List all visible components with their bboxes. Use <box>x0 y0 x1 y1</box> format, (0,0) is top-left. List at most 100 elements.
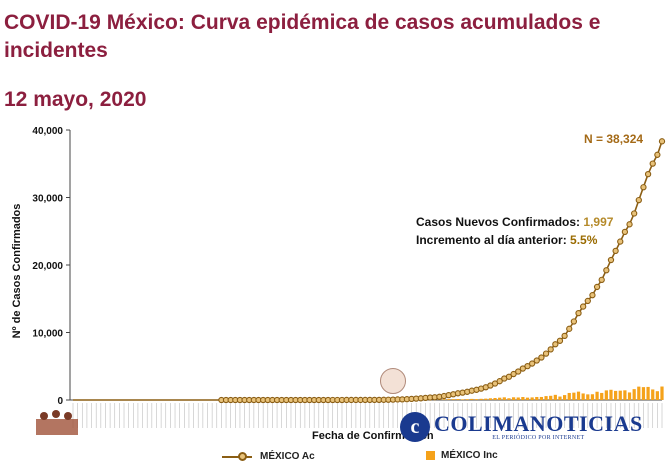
incident-bar <box>576 391 581 400</box>
incident-bar <box>544 396 548 400</box>
accumulated-point <box>584 297 591 305</box>
accumulated-point <box>621 228 629 236</box>
legend-accumulated-label: MÉXICO Ac <box>260 450 315 462</box>
y-tick-label: 0 <box>57 396 63 407</box>
incident-bar <box>590 394 595 400</box>
accumulated-point <box>547 346 554 353</box>
legend-bar-icon <box>426 451 435 460</box>
incident-bar <box>470 398 474 400</box>
incident-bar <box>660 386 664 400</box>
incident-bar <box>488 398 493 400</box>
incident-bar <box>465 399 469 400</box>
accumulated-line <box>73 141 663 401</box>
incident-bar <box>530 397 534 400</box>
accumulated-point <box>524 363 531 370</box>
incident-bar <box>572 392 576 400</box>
incident-bar <box>442 399 446 400</box>
accumulated-point <box>626 221 633 228</box>
total-cases-label: N = 38,324 <box>584 132 644 146</box>
incident-bar <box>567 392 571 400</box>
incident-bar <box>539 396 544 400</box>
accumulated-point <box>598 276 605 284</box>
incident-bar <box>651 389 655 400</box>
accumulated-point <box>589 292 596 299</box>
chart-title: COVID-19 México: Curva epidémica de caso… <box>4 12 601 33</box>
incident-bar <box>447 399 451 400</box>
incident-bar <box>507 398 511 400</box>
incident-bar <box>535 396 539 400</box>
incident-bar <box>558 396 562 400</box>
increase-annotation: Incremento al día anterior: 5.5% <box>416 233 597 247</box>
accumulated-point <box>649 160 656 167</box>
incident-bar <box>474 399 479 400</box>
accumulated-point <box>631 210 638 217</box>
incident-bar <box>456 399 460 400</box>
accumulated-point <box>561 332 568 340</box>
incident-bar <box>562 395 567 400</box>
incident-bar <box>525 397 530 400</box>
incident-bar <box>484 398 488 400</box>
accumulated-point <box>575 309 582 317</box>
incident-bar <box>641 387 646 400</box>
accumulated-point <box>603 267 610 274</box>
y-tick-label: 10,000 <box>32 329 63 340</box>
x-axis-ticks <box>72 403 663 428</box>
incident-bar <box>600 392 604 400</box>
incident-bar <box>479 398 483 400</box>
accumulated-point <box>515 368 522 375</box>
watermark-logo: c COLIMANOTICIAS EL PERIÓDICO POR INTERN… <box>400 412 643 442</box>
accumulated-point <box>528 360 536 367</box>
y-tick-label: 20,000 <box>32 261 63 272</box>
watermark-tagline: EL PERIÓDICO POR INTERNET <box>492 435 585 441</box>
accumulated-point <box>607 256 615 264</box>
incident-bar <box>614 390 618 400</box>
incident-bar <box>549 395 553 400</box>
accumulated-point <box>635 196 642 204</box>
incident-bar <box>586 394 590 400</box>
accumulated-point <box>566 325 573 332</box>
incident-bar <box>627 392 632 400</box>
accumulated-point <box>505 373 513 380</box>
incident-bar <box>521 397 525 400</box>
accumulated-point <box>552 341 559 348</box>
accumulated-point <box>510 370 517 378</box>
legend-incident-label: MÉXICO Inc <box>441 450 498 461</box>
y-tick-label: 30,000 <box>32 194 63 205</box>
incident-bar <box>516 397 520 400</box>
chart-date: 12 mayo, 2020 <box>4 88 147 111</box>
y-axis: 0 10,000 20,000 30,000 40,000 <box>32 126 662 407</box>
seal-icon <box>380 368 406 394</box>
incident-bar <box>595 391 599 400</box>
y-tick-label: 40,000 <box>32 126 63 137</box>
accumulated-point <box>640 184 647 191</box>
incident-bar <box>646 386 650 400</box>
new-cases-annotation: Casos Nuevos Confirmados: 1,997 <box>416 215 613 229</box>
incident-bar <box>581 393 585 400</box>
new-cases-value: 1,997 <box>583 215 614 229</box>
accumulated-point <box>570 318 578 325</box>
incident-bar <box>502 397 506 400</box>
incident-bar <box>655 391 659 400</box>
incident-bar <box>618 390 622 400</box>
accumulated-point <box>644 170 652 178</box>
legend-line-icon <box>222 456 252 458</box>
accumulated-point <box>612 247 619 255</box>
increase-value: 5.5% <box>570 233 598 247</box>
incident-bar <box>553 394 557 400</box>
accumulated-points <box>218 138 666 404</box>
accumulated-point <box>542 350 550 357</box>
legend-accumulated[interactable]: MÉXICO Ac <box>222 450 315 462</box>
y-axis-label: Nº de Casos Confirmados <box>11 203 23 339</box>
accumulated-point <box>617 238 624 245</box>
incident-bar <box>498 397 502 400</box>
incident-bar <box>604 390 608 400</box>
chart-title-line2: incidentes <box>4 40 108 61</box>
legend-marker-icon <box>238 452 247 461</box>
logo-badge-icon: c <box>400 412 430 442</box>
legend-incident[interactable]: MÉXICO Inc <box>426 450 498 461</box>
incident-bar <box>632 389 636 400</box>
watermark-name: COLIMANOTICIAS <box>434 411 643 436</box>
incident-bar <box>511 397 516 400</box>
accumulated-point <box>580 303 587 310</box>
